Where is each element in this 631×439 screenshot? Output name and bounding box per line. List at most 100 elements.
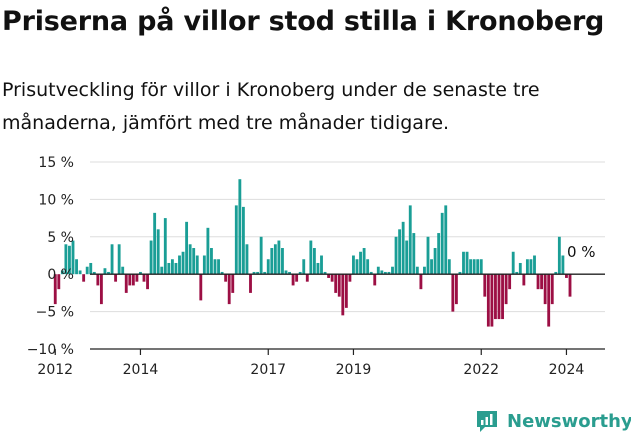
bar (167, 262, 171, 275)
bar (71, 240, 75, 275)
chart-title: Priserna på villor stod stilla i Kronobe… (2, 6, 605, 37)
x-tick-label: 2017 (250, 362, 286, 378)
bar (490, 274, 494, 327)
bar (178, 255, 181, 275)
bar (565, 274, 568, 278)
bar (550, 274, 554, 305)
bar (99, 274, 103, 305)
bar (401, 221, 405, 275)
axes: 15 % 10 % 5 % 0 % −5 % −10 % 2012 2014 2017 2019 2… (27, 155, 605, 378)
bar (458, 271, 462, 275)
bar (238, 179, 242, 275)
gridlines (90, 161, 605, 350)
bar (568, 274, 572, 297)
bar (352, 255, 355, 275)
bar (68, 245, 71, 275)
newsworthy-logo-icon (477, 411, 497, 432)
y-tick-label: −5 % (36, 305, 74, 321)
bar (419, 274, 423, 290)
bar (497, 274, 501, 320)
bar (142, 274, 146, 282)
bar (139, 271, 142, 275)
bar (341, 274, 345, 316)
bar (213, 259, 217, 275)
bar (284, 270, 288, 275)
bar (135, 274, 139, 282)
bar (451, 274, 455, 312)
y-tick-label: 0 % (47, 267, 74, 283)
bar (408, 205, 412, 275)
bar (454, 274, 458, 305)
bar (181, 251, 185, 275)
bar (330, 274, 334, 282)
bar (469, 259, 473, 275)
newsworthy-logo: Newsworthy (474, 408, 631, 434)
bar (210, 248, 213, 275)
bar (522, 274, 526, 286)
x-tick-label: 2022 (463, 362, 499, 378)
bar (504, 274, 508, 305)
bar (494, 274, 497, 320)
bar (426, 236, 430, 275)
x-tick-label: 2014 (123, 362, 159, 378)
bar (387, 271, 391, 275)
bar (60, 270, 64, 275)
bar (57, 274, 61, 290)
bar (245, 244, 249, 275)
bar (479, 259, 483, 275)
bar (153, 212, 157, 275)
bar (241, 206, 245, 275)
bar (78, 270, 82, 275)
bar (277, 240, 281, 275)
bars (53, 179, 572, 327)
bar (53, 274, 57, 305)
bar (536, 274, 540, 290)
bar (234, 205, 238, 275)
x-tick-label: 2024 (549, 362, 585, 378)
x-tick-label: 2012 (37, 362, 73, 378)
bar (486, 274, 490, 327)
bar (263, 271, 267, 275)
bar (92, 271, 96, 275)
bar (547, 274, 551, 327)
bar (437, 233, 441, 275)
bar (433, 248, 437, 275)
bar (114, 274, 118, 282)
bar (288, 271, 291, 275)
bar (362, 248, 366, 275)
bar (415, 266, 419, 275)
bar (394, 236, 398, 275)
last-value-annotation: 0 % (567, 243, 596, 261)
bar (529, 259, 533, 275)
bar (462, 251, 465, 275)
bar (227, 274, 231, 305)
bar (518, 262, 522, 275)
bar (291, 274, 295, 286)
bar (337, 274, 341, 297)
bar (131, 274, 135, 286)
bar (444, 205, 448, 275)
bar (82, 274, 86, 282)
bar (405, 240, 409, 275)
bar-chart: 15 % 10 % 5 % 0 % −5 % −10 % 2012 2014 2017 2019 2… (27, 155, 605, 378)
bar (107, 271, 110, 275)
bar (348, 274, 352, 282)
bar (430, 259, 433, 275)
bar (380, 270, 384, 275)
bar (252, 271, 256, 275)
bar (174, 262, 178, 275)
bar (146, 274, 149, 290)
bar (256, 271, 260, 275)
bar (128, 274, 132, 286)
bar (124, 274, 128, 293)
bar (163, 218, 167, 275)
y-tick-label: 10 % (38, 192, 74, 208)
bar (259, 236, 263, 275)
bar (117, 244, 121, 275)
bar (281, 248, 284, 275)
bar (231, 274, 235, 293)
bar (206, 227, 210, 275)
bar (156, 229, 160, 275)
bar (323, 271, 327, 275)
x-tick-label: 2019 (336, 362, 372, 378)
